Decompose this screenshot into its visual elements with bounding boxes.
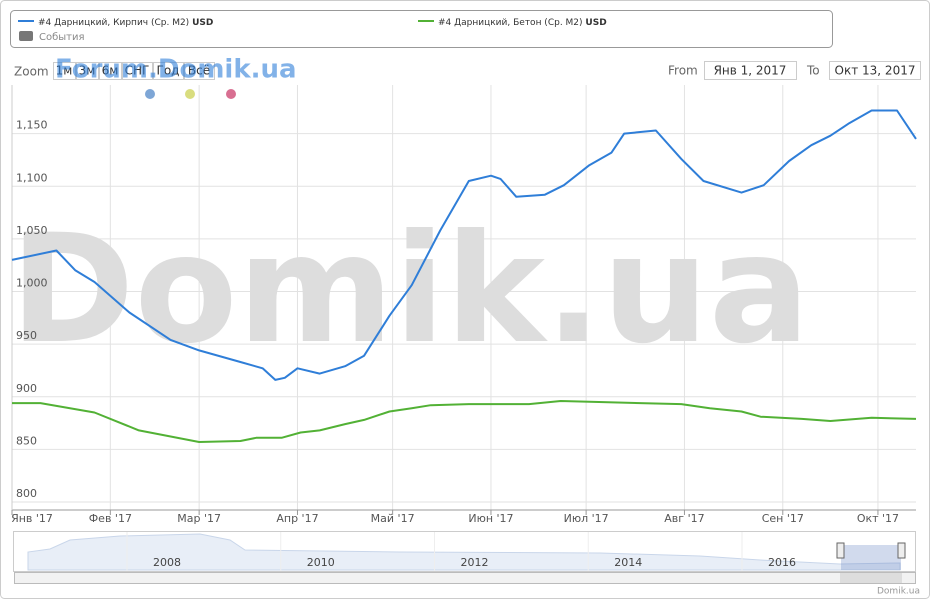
x-tick-label: Апр '17 bbox=[276, 512, 318, 525]
zoom-button-box[interactable] bbox=[184, 62, 215, 80]
events-icon bbox=[19, 31, 33, 41]
x-tick-label: Сен '17 bbox=[762, 512, 804, 525]
zoom-button-box[interactable] bbox=[153, 62, 184, 80]
legend-label[interactable]: #4 Дарницкий, Бетон (Ср. М2) USD bbox=[438, 18, 607, 28]
zoom-button[interactable]: СНГ bbox=[125, 64, 150, 78]
x-tick-label: Фев '17 bbox=[89, 512, 132, 525]
zoom-button[interactable]: 6м bbox=[102, 64, 119, 78]
legend-label[interactable]: #4 Дарницкий, Кирпич (Ср. М2) USD bbox=[38, 18, 213, 28]
x-tick-label: Июл '17 bbox=[564, 512, 609, 525]
y-tick-label: 1,050 bbox=[16, 224, 48, 237]
zoom-button[interactable]: 1м bbox=[56, 64, 73, 78]
x-tick-label: Май '17 bbox=[371, 512, 415, 525]
navigator-mask[interactable] bbox=[841, 545, 901, 570]
dot bbox=[185, 89, 195, 99]
navigator-label: 2008 bbox=[153, 556, 181, 569]
zoom-button[interactable]: 3м bbox=[79, 64, 96, 78]
y-tick-label: 900 bbox=[16, 382, 37, 395]
from-input-box bbox=[704, 61, 797, 80]
y-tick-label: 800 bbox=[16, 487, 37, 500]
navigator-label: 2016 bbox=[768, 556, 796, 569]
zoom-label: Zoom bbox=[14, 65, 49, 79]
dot bbox=[226, 89, 236, 99]
legend-name: #4 Дарницкий, Бетон (Ср. М2) bbox=[438, 18, 583, 28]
navigator-handle[interactable] bbox=[836, 542, 845, 559]
scrollbar-thumb[interactable] bbox=[840, 573, 902, 583]
x-tick-label: Июн '17 bbox=[468, 512, 513, 525]
to-input[interactable]: Окт 13, 2017 bbox=[835, 64, 916, 78]
plot-bg bbox=[13, 85, 916, 510]
zoom-button-box[interactable] bbox=[99, 62, 122, 80]
legend-unit: USD bbox=[585, 18, 606, 28]
series-line bbox=[11, 109, 917, 381]
zoom-button-box[interactable] bbox=[122, 62, 153, 80]
from-label: From bbox=[668, 64, 698, 78]
legend-name: #4 Дарницкий, Кирпич (Ср. М2) bbox=[38, 18, 189, 28]
zoom-button[interactable]: Всё bbox=[188, 64, 210, 78]
y-tick-label: 950 bbox=[16, 329, 37, 342]
y-tick-label: 1,000 bbox=[16, 277, 48, 290]
to-label: To bbox=[806, 64, 820, 78]
zoom-button-box[interactable] bbox=[76, 62, 99, 80]
zoom-button-box[interactable] bbox=[53, 62, 76, 80]
y-tick-label: 850 bbox=[16, 434, 37, 447]
credit: Domik.ua bbox=[877, 587, 920, 597]
to-input-box bbox=[829, 61, 921, 80]
navigator-label: 2014 bbox=[614, 556, 642, 569]
scrollbar[interactable] bbox=[14, 572, 916, 584]
x-tick-label: Окт '17 bbox=[857, 512, 899, 525]
dot bbox=[145, 89, 155, 99]
legend-unit: USD bbox=[192, 18, 213, 28]
navigator-handle[interactable] bbox=[897, 542, 906, 559]
x-tick-label: Янв '17 bbox=[11, 512, 53, 525]
forum-watermark: Forum.Domik.ua bbox=[55, 55, 297, 85]
x-tick-label: Авг '17 bbox=[664, 512, 704, 525]
events-label[interactable]: События bbox=[39, 32, 85, 43]
from-input[interactable]: Янв 1, 2017 bbox=[714, 64, 787, 78]
navigator-label: 2012 bbox=[461, 556, 489, 569]
y-tick-label: 1,100 bbox=[16, 171, 48, 184]
series-line bbox=[12, 400, 917, 443]
watermark: Domik.ua bbox=[10, 203, 810, 377]
legend-box bbox=[10, 10, 833, 48]
navigator-label: 2010 bbox=[307, 556, 335, 569]
zoom-button[interactable]: Год bbox=[157, 64, 180, 78]
navigator-area bbox=[27, 533, 901, 571]
y-tick-label: 1,150 bbox=[16, 119, 48, 132]
x-tick-label: Мар '17 bbox=[177, 512, 221, 525]
